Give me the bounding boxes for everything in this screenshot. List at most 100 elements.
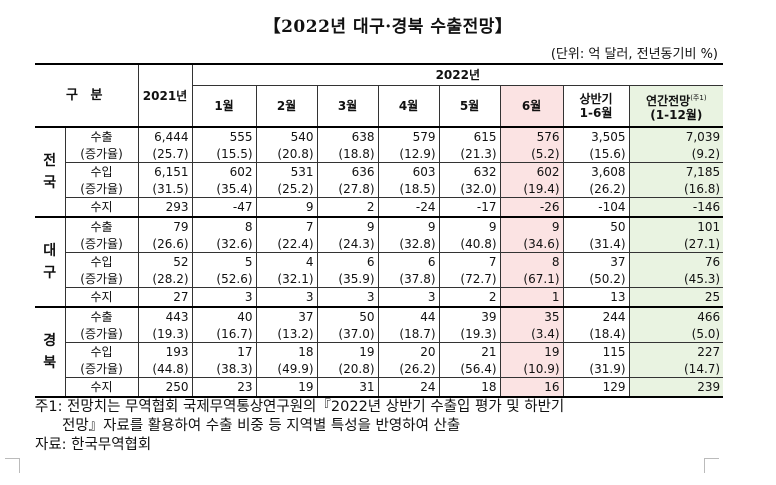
value-cell: (31.4): [563, 235, 630, 253]
value-cell: (26.2): [563, 180, 630, 198]
value-cell: (12.9): [378, 145, 440, 163]
value-cell: 31: [317, 377, 379, 398]
value-cell: (35.4): [192, 180, 257, 198]
table-row: (증가율) (26.6) (32.6) (22.4) (24.3) (32.8) (40.8…: [35, 235, 724, 253]
value-cell: 13: [563, 287, 630, 308]
region-name-char: 북: [43, 355, 57, 371]
row-label: 수출: [65, 306, 139, 325]
region-name-char: 전: [43, 153, 57, 169]
value-cell: (37.8): [378, 270, 440, 288]
document-title: 【2022년 대구·경북 수출전망】: [263, 17, 513, 37]
value-cell: 4: [256, 252, 318, 270]
value-cell: (19.4): [500, 180, 564, 198]
month-header: 4월: [378, 85, 440, 128]
row-label: (증가율): [65, 270, 139, 288]
row-label: 수지: [65, 377, 139, 398]
value-cell: 9: [317, 216, 379, 235]
value-cell: 293: [138, 197, 193, 218]
value-cell: 443: [138, 306, 193, 325]
table-row: 전 국 수출 6,444 555 540 638 579 615 576 3,505 7,039: [35, 127, 724, 218]
year-2021-header: 2021년: [138, 63, 193, 128]
value-cell: -17: [439, 197, 501, 218]
trade-outlook-table: 구 분 2021년 2022년 1월 2월 3월 4월 5월 6월 상반기 1-…: [35, 63, 724, 398]
value-cell: 3: [317, 287, 379, 308]
value-cell: (10.9): [500, 360, 564, 378]
value-cell: 1: [500, 287, 564, 308]
value-cell: 7: [439, 252, 501, 270]
value-cell: 50: [563, 216, 630, 235]
page-corner-mark: [704, 458, 719, 473]
value-cell: 239: [629, 377, 724, 398]
value-cell: (14.7): [629, 360, 724, 378]
value-cell: (38.3): [192, 360, 257, 378]
value-cell: (49.9): [256, 360, 318, 378]
value-cell: 20: [378, 342, 440, 360]
value-cell: 101: [629, 216, 724, 235]
table-row: 수지 293 -47 9 2 -24 -17 -26 -104 -146: [35, 197, 724, 218]
value-cell: (19.3): [439, 325, 501, 343]
table-row: 수입 193 17 18 19 20 21 19 115 227: [35, 342, 724, 360]
value-cell: 39: [439, 306, 501, 325]
month-header: 2월: [256, 85, 318, 128]
value-cell: 6,444: [138, 127, 193, 145]
value-cell: 35: [500, 306, 564, 325]
page-corner-mark: [5, 458, 20, 473]
table-row: (증가율) (44.8) (38.3) (49.9) (20.8) (26.2) (56.4…: [35, 360, 724, 378]
value-cell: 6: [317, 252, 379, 270]
first-half-header-line2: 1-6월: [579, 106, 613, 120]
row-label: (증가율): [65, 235, 139, 253]
value-cell: 602: [500, 162, 564, 180]
value-cell: 52: [138, 252, 193, 270]
value-cell: -24: [378, 197, 440, 218]
value-cell: (31.5): [138, 180, 193, 198]
value-cell: 19: [500, 342, 564, 360]
value-cell: (40.8): [439, 235, 501, 253]
value-cell: (5.2): [500, 145, 564, 163]
value-cell: 24: [378, 377, 440, 398]
value-cell: 9: [500, 216, 564, 235]
value-cell: (44.8): [138, 360, 193, 378]
header-row-1: 구 분 2021년 2022년: [35, 63, 724, 128]
value-cell: (45.3): [629, 270, 724, 288]
value-cell: 6,151: [138, 162, 193, 180]
value-cell: 19: [317, 342, 379, 360]
value-cell: 76: [629, 252, 724, 270]
table-row: 대 구 수출 79 8 7 9 9 9 9 50 101: [35, 216, 724, 308]
value-cell: 37: [563, 252, 630, 270]
value-cell: 2: [317, 197, 379, 218]
value-cell: 531: [256, 162, 318, 180]
month-header: 1월: [192, 85, 257, 128]
region-name-char: 경: [43, 333, 57, 349]
value-cell: (9.2): [629, 145, 724, 163]
value-cell: (26.6): [138, 235, 193, 253]
value-cell: (13.2): [256, 325, 318, 343]
first-half-header: 상반기 1-6월: [563, 85, 630, 128]
annual-outlook-footnote-ref: (주1): [690, 93, 707, 102]
value-cell: 3,608: [563, 162, 630, 180]
region-name-char: 구: [43, 265, 57, 281]
value-cell: (32.0): [439, 180, 501, 198]
value-cell: 50: [317, 306, 379, 325]
value-cell: (67.1): [500, 270, 564, 288]
value-cell: (52.6): [192, 270, 257, 288]
table-row: 수입 6,151 602 531 636 603 632 602 3,608 7,185: [35, 162, 724, 180]
value-cell: 193: [138, 342, 193, 360]
value-cell: 115: [563, 342, 630, 360]
region-name-char: 대: [43, 243, 57, 259]
value-cell: (16.7): [192, 325, 257, 343]
row-label: (증가율): [65, 145, 139, 163]
value-cell: 27: [138, 287, 193, 308]
annual-outlook-header-line2: (1-12월): [650, 107, 703, 122]
table-row: 수지 250 23 19 31 24 18 16 129 239: [35, 377, 724, 398]
source-note: 자료: 한국무역협회: [35, 437, 152, 453]
value-cell: 638: [317, 127, 379, 145]
value-cell: 636: [317, 162, 379, 180]
value-cell: 244: [563, 306, 630, 325]
value-cell: 3,505: [563, 127, 630, 145]
value-cell: (27.1): [629, 235, 724, 253]
annual-outlook-header: 연간전망(주1) (1-12월): [629, 85, 724, 128]
value-cell: (16.8): [629, 180, 724, 198]
value-cell: 576: [500, 127, 564, 145]
